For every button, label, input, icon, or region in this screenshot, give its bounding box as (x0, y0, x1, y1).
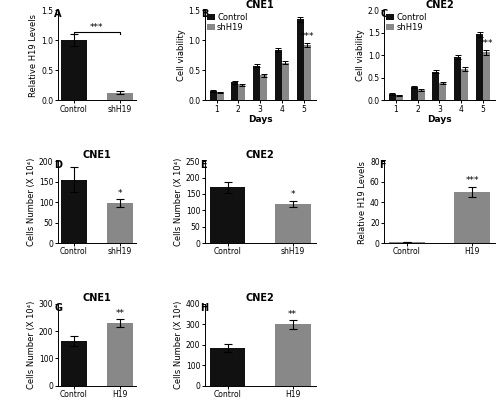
Y-axis label: Cells Number (X 10⁴): Cells Number (X 10⁴) (174, 158, 183, 246)
Text: **: ** (288, 310, 297, 319)
Bar (253, 65, 260, 100)
Bar (389, 94, 396, 100)
Bar (61, 180, 86, 243)
Bar (389, 242, 425, 243)
Bar (396, 95, 403, 100)
Bar (61, 341, 86, 386)
Y-axis label: Cells Number (X 10⁴): Cells Number (X 10⁴) (27, 158, 36, 246)
Bar (210, 187, 246, 243)
Bar (260, 75, 267, 100)
Text: ***: *** (90, 23, 104, 32)
Bar (410, 87, 418, 100)
Bar (282, 63, 289, 100)
Text: ***: *** (466, 176, 479, 185)
Bar (440, 83, 446, 100)
Legend: Control, shH19: Control, shH19 (206, 12, 248, 33)
X-axis label: Days: Days (248, 115, 272, 124)
Title: CNE2: CNE2 (425, 0, 454, 10)
Bar (461, 69, 468, 100)
Bar (232, 83, 238, 100)
Bar (61, 40, 86, 100)
Y-axis label: Relative H19 Levels: Relative H19 Levels (30, 14, 38, 97)
Bar (108, 323, 133, 386)
Text: B: B (201, 9, 208, 19)
Text: C: C (380, 9, 388, 19)
Y-axis label: Relative H19 Levels: Relative H19 Levels (358, 161, 367, 244)
Legend: Control, shH19: Control, shH19 (386, 12, 428, 33)
Bar (432, 72, 440, 100)
Text: **: ** (116, 309, 124, 318)
Bar (275, 50, 282, 100)
Bar (275, 204, 310, 243)
Bar (108, 203, 133, 243)
Bar (418, 90, 424, 100)
Text: *: * (118, 188, 122, 198)
X-axis label: Days: Days (427, 115, 452, 124)
Title: CNE1: CNE1 (82, 151, 112, 161)
Text: F: F (380, 160, 386, 170)
Text: A: A (54, 9, 62, 19)
Text: D: D (54, 160, 62, 170)
Bar (210, 91, 216, 100)
Title: CNE1: CNE1 (82, 293, 112, 303)
Bar (454, 57, 461, 100)
Y-axis label: Cells Number (X 10⁴): Cells Number (X 10⁴) (27, 301, 36, 389)
Text: G: G (54, 303, 62, 313)
Bar (304, 45, 310, 100)
Title: CNE2: CNE2 (246, 151, 274, 161)
Y-axis label: Cells Number (X 10⁴): Cells Number (X 10⁴) (174, 301, 183, 389)
Text: H: H (200, 303, 208, 313)
Bar (210, 348, 246, 386)
Text: E: E (200, 160, 207, 170)
Title: CNE1: CNE1 (246, 0, 274, 10)
Bar (476, 34, 483, 100)
Bar (483, 52, 490, 100)
Y-axis label: Cell viability: Cell viability (356, 30, 365, 81)
Text: ***: *** (300, 32, 314, 41)
Bar (296, 20, 304, 100)
Bar (238, 85, 246, 100)
Bar (216, 92, 224, 100)
Y-axis label: Cell viability: Cell viability (176, 30, 186, 81)
Text: *: * (290, 190, 295, 199)
Text: ***: *** (480, 40, 493, 48)
Bar (275, 324, 310, 386)
Title: CNE2: CNE2 (246, 293, 274, 303)
Bar (108, 93, 133, 100)
Bar (454, 192, 490, 243)
